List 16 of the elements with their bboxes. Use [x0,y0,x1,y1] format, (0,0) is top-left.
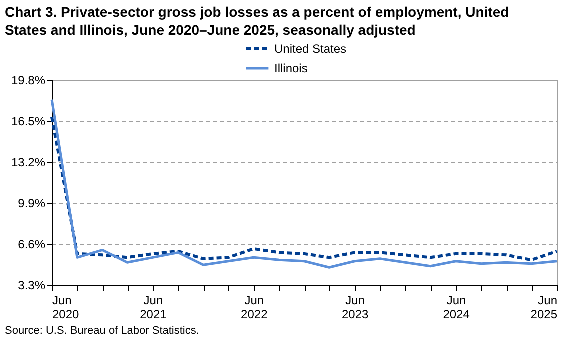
x-tick-label: Jun 2023 [342,294,370,322]
y-tick-label: 3.3% [18,278,46,292]
x-tick-label: Jun 2021 [140,294,168,322]
x-tick-label: Jun 2025 [530,294,558,322]
x-tick-label: Jun 2020 [52,294,80,322]
legend-label: Illinois [274,62,308,76]
y-tick-label: 19.8% [11,74,46,88]
x-tick-label: Jun 2022 [241,294,268,322]
y-tick-label: 16.5% [11,114,46,128]
legend-label: United States [274,42,347,56]
x-tick-label: Jun 2024 [443,294,470,322]
y-tick-label: 6.6% [18,238,46,252]
chart-title: Chart 3. Private-sector gross job losses as a percent of employment, United States and Illinois, June 2020–June 2025, seasonally adjusted [5,4,510,38]
y-tick-label: 13.2% [11,156,46,170]
y-tick-label: 9.9% [18,196,46,210]
source-note: Source: U.S. Bureau of Labor Statistics. [5,325,200,337]
